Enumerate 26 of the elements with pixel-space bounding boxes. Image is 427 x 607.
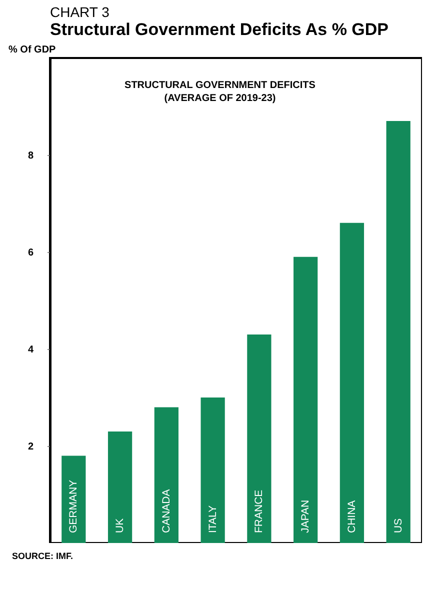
annotation: (AVERAGE OF 2019-23) (164, 93, 276, 104)
annotation: STRUCTURAL GOVERNMENT DEFICITS (124, 80, 316, 91)
x-tick-label: ITALY (206, 505, 219, 533)
bar (247, 334, 272, 543)
chart-subtitle: Structural Government Deficits As % GDP (50, 20, 389, 39)
bar (386, 121, 410, 543)
x-tick-label: GERMANY (68, 480, 80, 533)
y-tick-label: 6 (28, 248, 34, 258)
y-tick-label: 8 (28, 150, 34, 162)
x-tick-label: UK (114, 518, 126, 533)
x-tick-label: CHINA (346, 500, 358, 533)
y-axis-title: % Of GDP (8, 44, 56, 56)
y-tick-label: 2 (28, 442, 34, 452)
bar (340, 222, 364, 543)
x-tick-label: FRANCE (253, 490, 266, 533)
bar (154, 407, 178, 543)
chart-title: CHART 3 (50, 4, 110, 20)
x-tick-label: CANADA (160, 489, 172, 533)
x-tick-label: JAPAN (300, 500, 312, 533)
source-note: SOURCE: IMF. (12, 551, 74, 561)
x-tick-label: US (392, 518, 404, 533)
bar (200, 398, 225, 543)
bar (108, 431, 132, 543)
bar (62, 456, 86, 543)
y-tick-label: 4 (28, 344, 34, 356)
bar (294, 256, 318, 543)
